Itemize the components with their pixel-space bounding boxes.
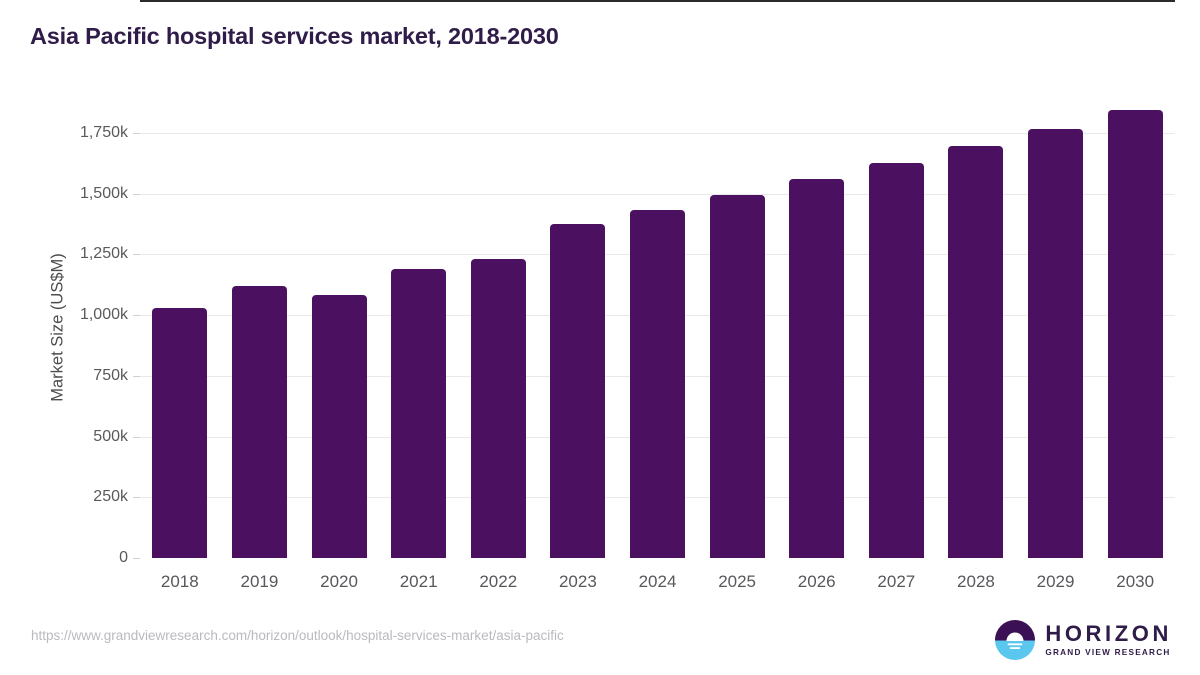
x-axis-tick-label: 2026: [797, 572, 836, 591]
bar[interactable]: [231, 286, 287, 558]
bar[interactable]: [470, 259, 526, 558]
y-axis-tick-mark: [133, 558, 140, 559]
y-axis-title: Market Size (US$M): [48, 253, 67, 402]
bar[interactable]: [1107, 109, 1163, 558]
y-axis-tick-mark: [133, 375, 140, 377]
y-axis-tick-mark: [133, 193, 140, 195]
x-axis-tick-label: 2029: [1036, 572, 1075, 591]
y-axis-tick-label: 1,500k: [79, 184, 128, 202]
x-axis-tick-label: 2023: [558, 572, 597, 591]
bar[interactable]: [391, 269, 447, 558]
x-axis-line: [140, 0, 1175, 2]
x-axis-tick-label: 2025: [718, 572, 757, 591]
bar[interactable]: [709, 194, 765, 558]
y-axis-tick-label: 500k: [93, 427, 128, 445]
x-axis-tick-label: 2021: [399, 572, 438, 591]
page-title: Asia Pacific hospital services market, 2…: [30, 23, 559, 49]
brand-logo[interactable]: HORIZON GRAND VIEW RESEARCH: [994, 618, 1172, 662]
x-axis-tick-label: 2018: [160, 572, 199, 591]
gridline: [140, 133, 1175, 134]
bar[interactable]: [868, 163, 924, 558]
logo-subtitle: GRAND VIEW RESEARCH: [1045, 647, 1171, 657]
bar[interactable]: [789, 179, 845, 558]
source-url[interactable]: https://www.grandviewresearch.com/horizo…: [31, 628, 564, 643]
x-axis-tick-label: 2020: [320, 572, 358, 591]
x-axis-tick-label: 2022: [479, 572, 518, 591]
x-axis-tick-label: 2028: [957, 572, 995, 591]
y-axis-tick-mark: [133, 497, 140, 499]
y-axis-tick-label: 1,750k: [79, 124, 128, 141]
y-axis-tick-label: 1,000k: [79, 306, 128, 324]
logo-text: HORIZON GRAND VIEW RESEARCH: [1045, 620, 1172, 657]
x-axis-tick-label: 2024: [638, 572, 677, 591]
y-axis-tick-label: 750k: [93, 366, 128, 384]
logo-wordmark: HORIZON: [1045, 620, 1172, 646]
y-axis-tick-mark: [133, 133, 140, 134]
x-axis-tick-label: 2027: [877, 572, 916, 591]
y-axis-tick-label: 0: [119, 549, 128, 566]
bar[interactable]: [948, 146, 1004, 558]
bar[interactable]: [630, 209, 685, 558]
bar[interactable]: [550, 224, 606, 558]
bar[interactable]: [1028, 129, 1084, 558]
y-axis-tick-label: 250k: [93, 488, 128, 506]
y-axis-tick-label: 1,250k: [79, 245, 128, 263]
bar[interactable]: [152, 307, 208, 558]
x-axis-tick-label: 2019: [240, 572, 279, 591]
bar[interactable]: [311, 294, 367, 558]
y-axis-tick-mark: [133, 436, 140, 438]
y-axis-tick-mark: [133, 254, 140, 256]
y-axis-tick-mark: [133, 315, 140, 317]
gridline: [140, 193, 1175, 195]
horizon-sun-circle-icon: [994, 619, 1036, 661]
x-axis-tick-label: 2030: [1116, 572, 1155, 591]
